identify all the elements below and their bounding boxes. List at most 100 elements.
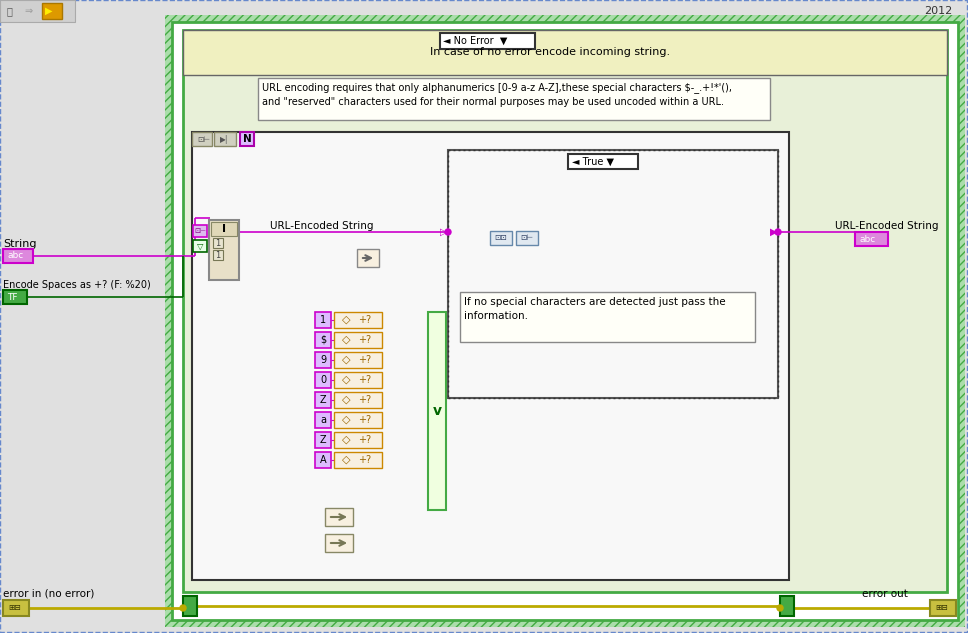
Text: 1: 1 xyxy=(215,239,221,248)
Bar xyxy=(315,392,331,408)
Text: v: v xyxy=(433,404,441,418)
Text: error out: error out xyxy=(862,589,908,599)
Bar xyxy=(213,250,223,260)
Bar xyxy=(240,132,254,146)
Bar xyxy=(213,238,223,248)
Bar xyxy=(211,222,237,236)
Bar xyxy=(334,312,382,328)
Text: 1: 1 xyxy=(215,251,221,260)
Text: TF: TF xyxy=(7,292,17,301)
Text: ▶|: ▶| xyxy=(220,134,228,144)
Bar xyxy=(490,231,512,245)
Bar xyxy=(193,225,207,237)
Bar xyxy=(315,372,331,388)
Bar xyxy=(192,132,789,580)
Bar xyxy=(325,534,353,552)
Bar xyxy=(315,312,331,328)
Text: a: a xyxy=(320,415,326,425)
Bar xyxy=(334,352,382,368)
Text: Z: Z xyxy=(319,395,326,405)
Circle shape xyxy=(445,229,451,235)
Bar xyxy=(214,132,236,146)
Bar xyxy=(460,292,755,342)
Bar xyxy=(315,432,331,448)
Text: String: String xyxy=(3,239,37,249)
Text: I: I xyxy=(222,224,226,234)
Text: 1: 1 xyxy=(320,315,326,325)
Text: ▶: ▶ xyxy=(771,227,777,237)
Bar xyxy=(0,0,75,22)
Bar xyxy=(315,452,331,468)
Bar xyxy=(172,22,958,620)
Text: 0: 0 xyxy=(320,375,326,385)
Text: ⊡⊢: ⊡⊢ xyxy=(197,134,210,144)
Circle shape xyxy=(775,229,781,235)
Text: 2012: 2012 xyxy=(923,6,952,16)
Text: Z: Z xyxy=(319,435,326,445)
Text: ◇: ◇ xyxy=(342,375,350,385)
Text: 9: 9 xyxy=(320,355,326,365)
Text: ◇: ◇ xyxy=(342,315,350,325)
Text: ◇: ◇ xyxy=(342,395,350,405)
Text: URL encoding requires that only alphanumerics [0-9 a-z A-Z],these special charac: URL encoding requires that only alphanum… xyxy=(262,82,732,107)
Text: ◇: ◇ xyxy=(342,435,350,445)
Text: URL-Encoded String: URL-Encoded String xyxy=(835,221,939,231)
Text: ◄ True ▼: ◄ True ▼ xyxy=(572,157,614,167)
Bar xyxy=(930,600,956,616)
Bar xyxy=(334,432,382,448)
Text: +?: +? xyxy=(358,435,372,445)
Text: ◇: ◇ xyxy=(342,455,350,465)
Bar xyxy=(258,78,770,120)
Text: In case of no error encode incoming string.: In case of no error encode incoming stri… xyxy=(430,47,670,57)
Bar xyxy=(440,33,535,49)
Bar xyxy=(3,249,33,263)
Text: +?: +? xyxy=(358,355,372,365)
Bar xyxy=(334,372,382,388)
Text: ▶: ▶ xyxy=(45,6,52,16)
Text: +?: +? xyxy=(358,395,372,405)
Circle shape xyxy=(777,605,783,611)
Bar xyxy=(193,240,207,252)
Text: N: N xyxy=(243,134,252,144)
Text: Encode Spaces as +? (F: %20): Encode Spaces as +? (F: %20) xyxy=(3,280,151,290)
Text: ⇒: ⇒ xyxy=(24,6,32,16)
Text: ◇: ◇ xyxy=(342,335,350,345)
Text: abc: abc xyxy=(7,251,23,261)
Text: $: $ xyxy=(320,335,326,345)
Text: ⊡⊢: ⊡⊢ xyxy=(521,234,533,242)
Bar xyxy=(516,231,538,245)
Bar xyxy=(780,596,794,616)
Bar xyxy=(42,3,62,19)
Text: +?: +? xyxy=(358,315,372,325)
Bar xyxy=(183,30,947,592)
Text: URL-Encoded String: URL-Encoded String xyxy=(270,221,374,231)
Text: ◇: ◇ xyxy=(342,355,350,365)
Text: +?: +? xyxy=(358,375,372,385)
Text: ✋: ✋ xyxy=(7,6,13,16)
Bar xyxy=(165,15,965,627)
Bar xyxy=(357,249,379,267)
Text: ◇: ◇ xyxy=(342,415,350,425)
Bar xyxy=(325,508,353,526)
Text: ⊡⊢: ⊡⊢ xyxy=(194,228,206,234)
Bar xyxy=(183,30,947,75)
Bar xyxy=(334,452,382,468)
Bar xyxy=(192,132,212,146)
Bar xyxy=(315,412,331,428)
Text: abc: abc xyxy=(859,234,875,244)
Text: +?: +? xyxy=(358,335,372,345)
Bar xyxy=(3,600,29,616)
Bar xyxy=(855,232,888,246)
Text: ◄ No Error  ▼: ◄ No Error ▼ xyxy=(443,36,507,46)
Text: If no special characters are detected just pass the
information.: If no special characters are detected ju… xyxy=(464,297,726,321)
Text: ▷: ▷ xyxy=(440,227,448,237)
Text: +?: +? xyxy=(358,455,372,465)
Bar xyxy=(334,332,382,348)
Text: ⊡⊡: ⊡⊡ xyxy=(495,234,507,242)
Bar xyxy=(334,412,382,428)
Bar xyxy=(315,352,331,368)
Bar xyxy=(3,290,27,304)
Bar xyxy=(568,154,638,169)
Bar xyxy=(334,392,382,408)
Bar xyxy=(315,332,331,348)
